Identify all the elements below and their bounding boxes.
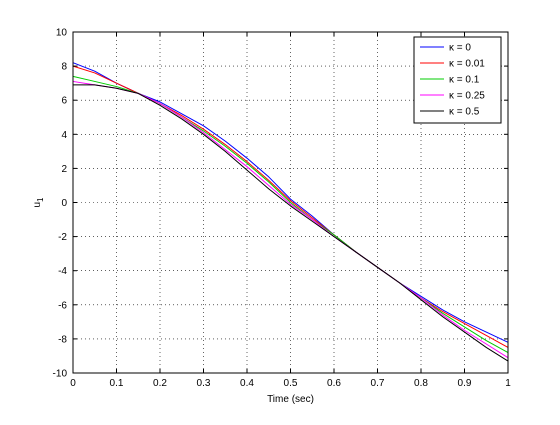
y-axis-label: u1 — [32, 197, 45, 208]
y-tick-label: -4 — [58, 266, 67, 277]
series-line-0 — [72, 62, 509, 343]
y-axis-label-subscript: 1 — [36, 197, 45, 202]
legend: κ = 0 κ = 0.01 κ = 0.1 κ = 0.25 κ = 0.5 — [413, 36, 502, 124]
series-line-4 — [73, 84, 509, 362]
legend-label-4: κ = 0.5 — [449, 107, 480, 118]
legend-label-3: κ = 0.25 — [449, 91, 485, 102]
y-tick-label: 6 — [61, 96, 67, 107]
y-tick-label: 2 — [61, 164, 67, 175]
y-tick-label: 4 — [61, 130, 67, 141]
x-axis-label: Time (sec) — [267, 394, 314, 405]
y-tick-label: -10 — [53, 369, 68, 380]
y-tick-label: 0 — [61, 198, 67, 209]
x-tick-label: 0.1 — [110, 378, 124, 389]
x-tick-label: 0 — [70, 378, 76, 389]
legend-label-1: κ = 0.01 — [449, 59, 485, 70]
y-tick-label: -8 — [58, 334, 67, 345]
x-tick-label: 0.8 — [414, 378, 428, 389]
y-tick-label: -2 — [58, 232, 67, 243]
y-tick-label: 10 — [56, 28, 68, 39]
x-tick-label: 0.5 — [284, 378, 298, 389]
x-tick-label: 0.6 — [327, 378, 341, 389]
x-tick-label: 0.9 — [458, 378, 472, 389]
y-axis-label-text: u — [32, 202, 43, 208]
legend-label-0: κ = 0 — [449, 43, 471, 54]
series-lines — [72, 62, 509, 362]
x-tick-label: 0.2 — [153, 378, 167, 389]
x-tick-label: 0.3 — [197, 378, 211, 389]
ticks: 0 0.1 0.2 0.3 0.4 0.5 0.6 0.7 0.8 0.9 1 -10 -8 -6 -4 -2… — [53, 28, 512, 390]
x-tick-label: 0.7 — [371, 378, 385, 389]
y-tick-label: -6 — [58, 300, 67, 311]
legend-label-2: κ = 0.1 — [449, 75, 480, 86]
x-tick-label: 0.4 — [240, 378, 254, 389]
y-tick-label: 8 — [61, 62, 67, 73]
legend-box — [413, 36, 502, 124]
x-tick-label: 1 — [505, 378, 511, 389]
